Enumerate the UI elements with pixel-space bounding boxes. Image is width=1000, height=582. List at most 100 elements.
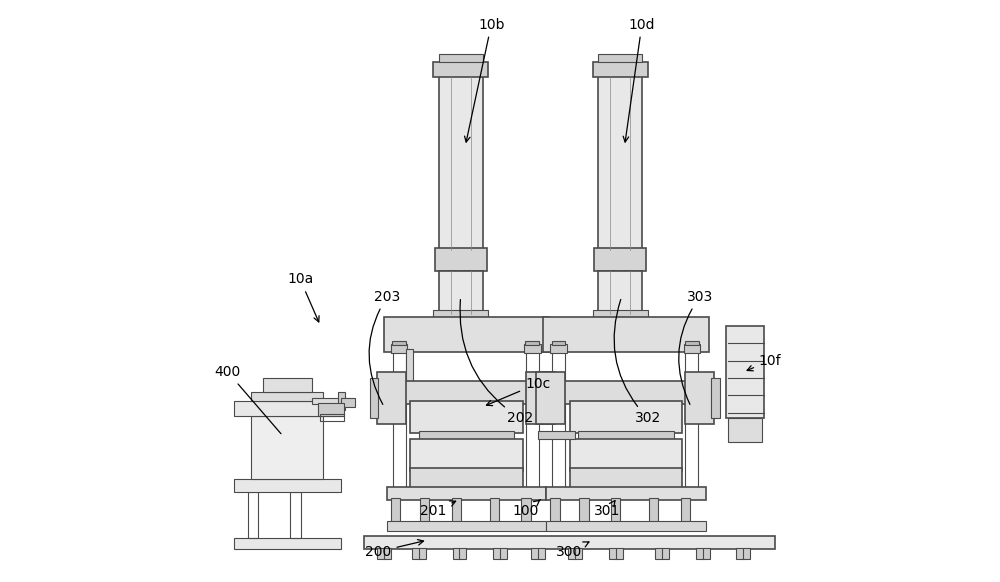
Text: 201: 201 [420, 501, 456, 518]
Bar [493, 548, 507, 559]
Bar [433, 310, 488, 317]
Bar [526, 372, 555, 424]
Bar [419, 431, 514, 442]
Bar [370, 378, 378, 418]
Bar [526, 352, 539, 488]
Bar [318, 403, 344, 416]
Text: 100: 100 [513, 499, 540, 518]
Bar [387, 381, 546, 404]
Bar [384, 317, 549, 352]
Bar [263, 378, 312, 392]
Bar [543, 317, 709, 352]
Bar [419, 469, 514, 477]
Text: 300: 300 [556, 542, 589, 559]
Bar [593, 310, 648, 317]
Bar [320, 414, 344, 421]
Bar [696, 548, 710, 559]
Bar [546, 521, 706, 531]
Bar [439, 54, 483, 62]
Bar [552, 341, 565, 346]
Bar [598, 271, 642, 314]
Text: 200: 200 [365, 540, 424, 559]
Bar [536, 372, 565, 424]
Bar [248, 492, 258, 538]
Bar [546, 487, 706, 499]
Bar [598, 65, 642, 250]
Bar [251, 392, 323, 401]
Bar [578, 431, 674, 442]
Bar [412, 548, 426, 559]
Bar [570, 468, 682, 491]
Text: 10d: 10d [623, 17, 655, 142]
Bar [531, 548, 545, 559]
Bar [681, 498, 690, 528]
Bar [341, 398, 355, 407]
Text: 10f: 10f [747, 353, 782, 371]
Bar [579, 498, 589, 528]
Bar [234, 401, 341, 416]
Bar [685, 372, 714, 424]
Bar [410, 439, 523, 471]
Bar [568, 548, 582, 559]
Bar [312, 398, 349, 404]
Bar [594, 247, 646, 271]
Bar [364, 536, 775, 549]
Bar [684, 345, 700, 353]
Bar [406, 349, 413, 381]
Bar [290, 492, 301, 538]
Bar [655, 548, 669, 559]
Text: 400: 400 [215, 365, 281, 434]
Bar [453, 548, 466, 559]
Text: 302: 302 [614, 299, 661, 425]
Bar [420, 498, 429, 528]
Bar [439, 65, 483, 250]
Bar [685, 341, 699, 346]
Bar [525, 341, 539, 346]
Bar [377, 548, 391, 559]
Bar [736, 548, 750, 559]
Bar [410, 468, 523, 491]
Bar [524, 345, 541, 353]
Bar [387, 521, 546, 531]
Bar [649, 498, 658, 528]
Bar [433, 62, 488, 77]
Bar [598, 54, 642, 62]
Bar [611, 498, 620, 528]
Bar [552, 352, 565, 488]
Bar [609, 548, 623, 559]
Text: 303: 303 [679, 290, 713, 404]
Bar [392, 341, 406, 346]
Bar [726, 326, 764, 418]
Bar [251, 416, 323, 479]
Bar [452, 498, 461, 528]
Bar [570, 439, 682, 471]
Text: 203: 203 [369, 290, 400, 404]
Bar [377, 372, 406, 424]
Bar [521, 498, 531, 528]
Text: 301: 301 [594, 501, 620, 518]
Bar [578, 469, 674, 477]
Bar [387, 487, 546, 499]
Bar [546, 381, 706, 404]
Bar [593, 62, 648, 77]
Bar [391, 498, 400, 528]
Bar [728, 418, 762, 442]
Bar [234, 538, 341, 549]
Text: 202: 202 [460, 300, 533, 425]
Bar [393, 352, 406, 488]
Bar [234, 479, 341, 492]
Bar [439, 271, 483, 314]
Bar [550, 498, 560, 528]
Bar [550, 345, 567, 353]
Bar [570, 401, 682, 433]
Text: 10b: 10b [465, 17, 505, 142]
Text: 10a: 10a [287, 272, 319, 322]
Bar [410, 401, 523, 433]
Bar [490, 498, 499, 528]
Bar [338, 392, 345, 410]
Bar [711, 378, 720, 418]
Bar [538, 431, 575, 439]
Bar [391, 345, 407, 353]
Bar [435, 247, 487, 271]
Bar [685, 352, 698, 488]
